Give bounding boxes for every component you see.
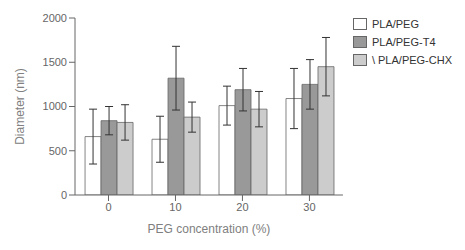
svg-text:10: 10: [169, 201, 181, 213]
svg-text:500: 500: [49, 145, 67, 157]
html-text:\ PLA/PEG-CHX: \ PLA/PEG-CHX: [371, 54, 452, 66]
svg-text:30: 30: [303, 201, 315, 213]
svg-text:1500: 1500: [43, 56, 67, 68]
svg-text:0: 0: [61, 189, 67, 201]
svg-text:Diameter (nm): Diameter (nm): [13, 68, 27, 145]
html-text:PLA/PEG-T4: PLA/PEG-T4: [371, 36, 436, 48]
svg-text:0: 0: [105, 201, 111, 213]
svg-text:1000: 1000: [43, 100, 67, 112]
html-text:PLA/PEG: PLA/PEG: [371, 18, 419, 30]
svg-text:20: 20: [236, 201, 248, 213]
svg-text:PEG concentration (%): PEG concentration (%): [148, 222, 271, 236]
svg-text:2000: 2000: [43, 12, 67, 24]
